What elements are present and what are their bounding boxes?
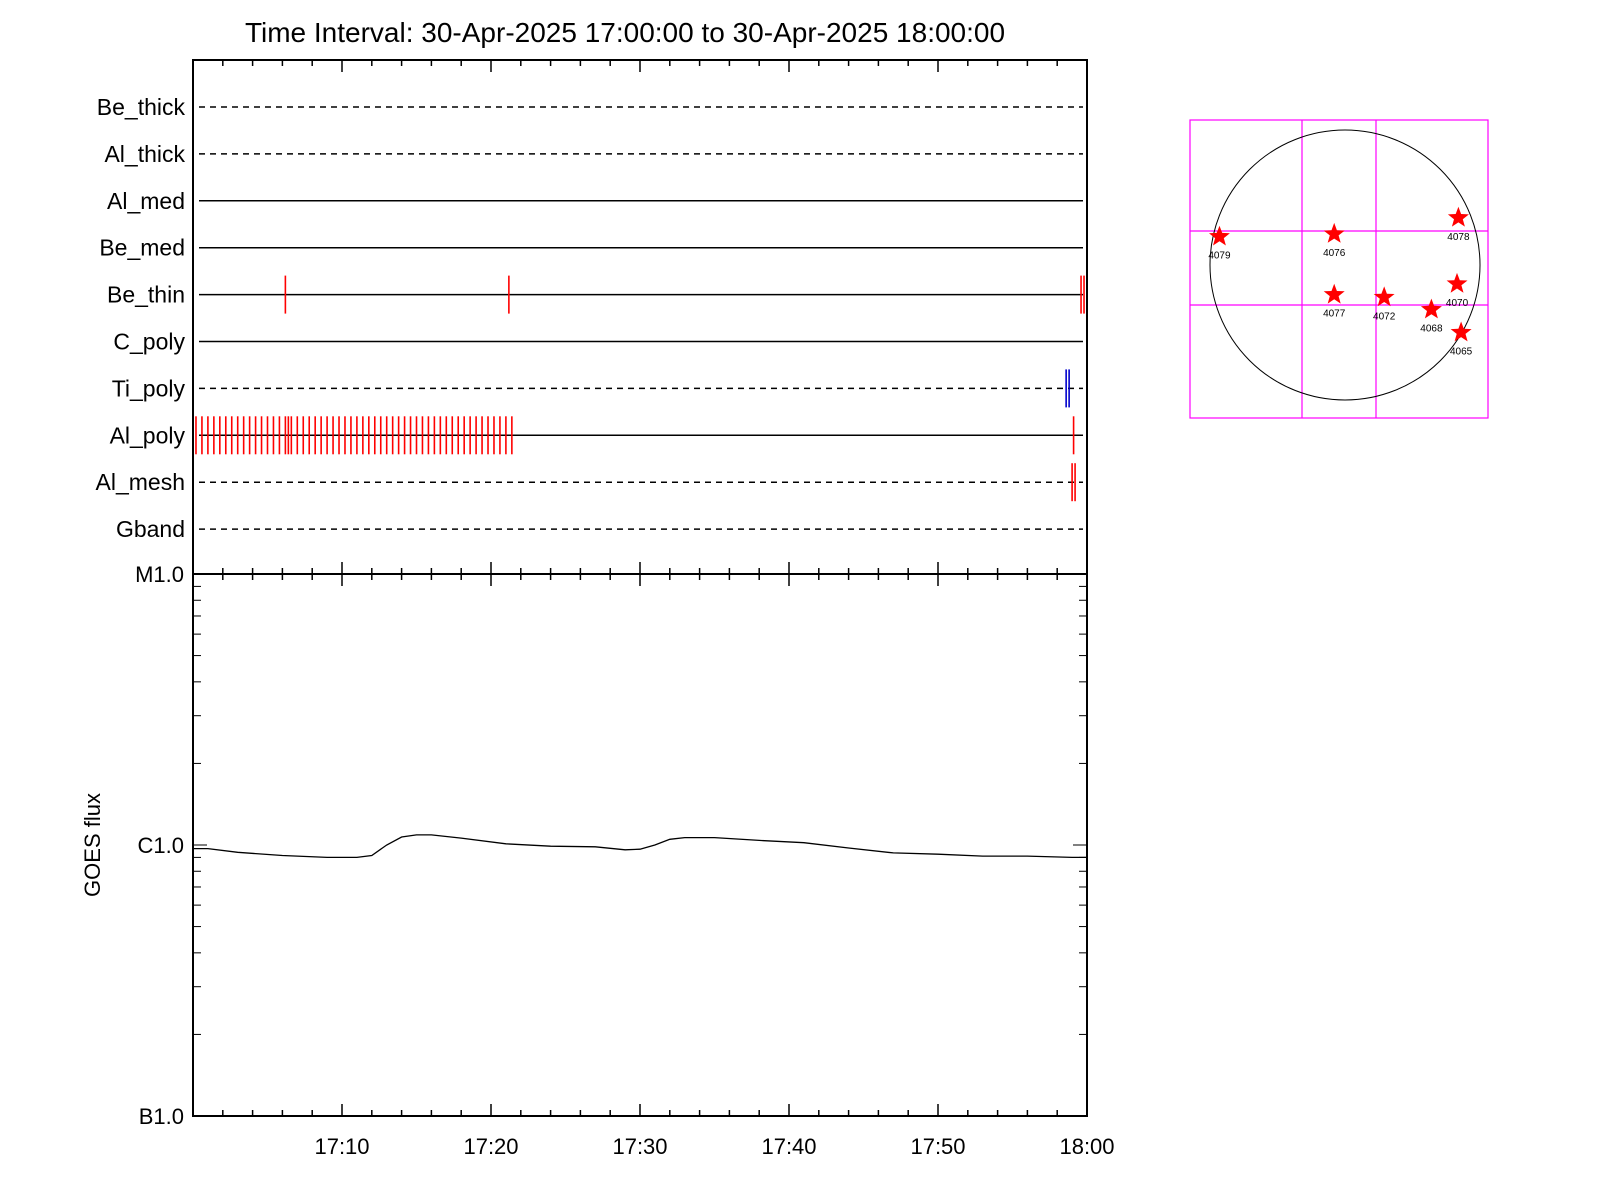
filter-label: Be_med — [99, 235, 185, 261]
active-region-star — [1420, 298, 1442, 319]
timeline-ticks — [192, 60, 1088, 574]
filter-label: Be_thin — [107, 282, 185, 308]
active-region-markers: 4079 4076 4078 4077 4072 4070 4068 4065 — [1208, 206, 1473, 358]
x-tick-label: 17:10 — [314, 1134, 369, 1159]
chart-title: Time Interval: 30-Apr-2025 17:00:00 to 3… — [245, 17, 1005, 48]
y-tick-label: M1.0 — [135, 562, 184, 587]
goes-frame — [192, 573, 1088, 1117]
x-tick-label: 17:20 — [463, 1134, 518, 1159]
disk-frame — [1189, 119, 1489, 419]
goes-flux-line — [193, 834, 1087, 859]
goes-y-tick-labels: M1.0 C1.0 B1.0 — [135, 562, 184, 1129]
active-region-star — [1323, 222, 1345, 243]
filter-label: Ti_poly — [112, 375, 186, 401]
active-region-label: 4079 — [1208, 251, 1231, 262]
active-region-label: 4078 — [1447, 232, 1470, 243]
filter-timeline-panel: Be_thick Al_thick Al_med Be_med Be_thin C_pol… — [96, 59, 1088, 575]
active-region-label: 4065 — [1450, 347, 1473, 358]
filter-label: Al_med — [107, 188, 185, 214]
active-region-label: 4070 — [1446, 298, 1469, 309]
timeline-frame — [192, 59, 1088, 575]
goes-y-axis-label: GOES flux — [80, 793, 105, 897]
filter-label: Gband — [116, 516, 185, 542]
goes-flux-panel: M1.0 C1.0 B1.0 17:10 17:20 17:30 17:40 17:50 18… — [80, 562, 1115, 1159]
solar-disk-panel: 4079 4076 4078 4077 4072 4070 4068 4065 — [1189, 119, 1489, 419]
active-region-label: 4077 — [1323, 309, 1346, 320]
x-tick-label: 17:30 — [612, 1134, 667, 1159]
active-region-star — [1446, 272, 1468, 293]
goes-x-tick-labels: 17:10 17:20 17:30 17:40 17:50 18:00 — [314, 1134, 1114, 1159]
solar-disk — [1209, 129, 1481, 401]
timeline-rows: Be_thick Al_thick Al_med Be_med Be_thin C_pol… — [96, 94, 1085, 542]
active-region-star — [1209, 225, 1230, 246]
filter-label: Al_mesh — [96, 469, 185, 495]
x-tick-label: 18:00 — [1059, 1134, 1114, 1159]
y-tick-label: C1.0 — [138, 833, 184, 858]
y-tick-label: B1.0 — [139, 1104, 184, 1129]
filter-label: C_poly — [113, 329, 185, 355]
filter-label: Be_thick — [97, 94, 186, 120]
active-region-star — [1373, 286, 1395, 307]
x-tick-label: 17:40 — [761, 1134, 816, 1159]
active-region-label: 4068 — [1420, 324, 1443, 335]
active-region-label: 4076 — [1323, 248, 1346, 259]
active-region-star — [1323, 283, 1345, 304]
active-region-star — [1447, 206, 1469, 227]
active-region-star — [1450, 321, 1472, 342]
filter-label: Al_poly — [110, 422, 186, 448]
active-region-label: 4072 — [1373, 311, 1396, 322]
goes-ticks — [192, 574, 1088, 1117]
filter-label: Al_thick — [104, 141, 185, 167]
x-tick-label: 17:50 — [910, 1134, 965, 1159]
